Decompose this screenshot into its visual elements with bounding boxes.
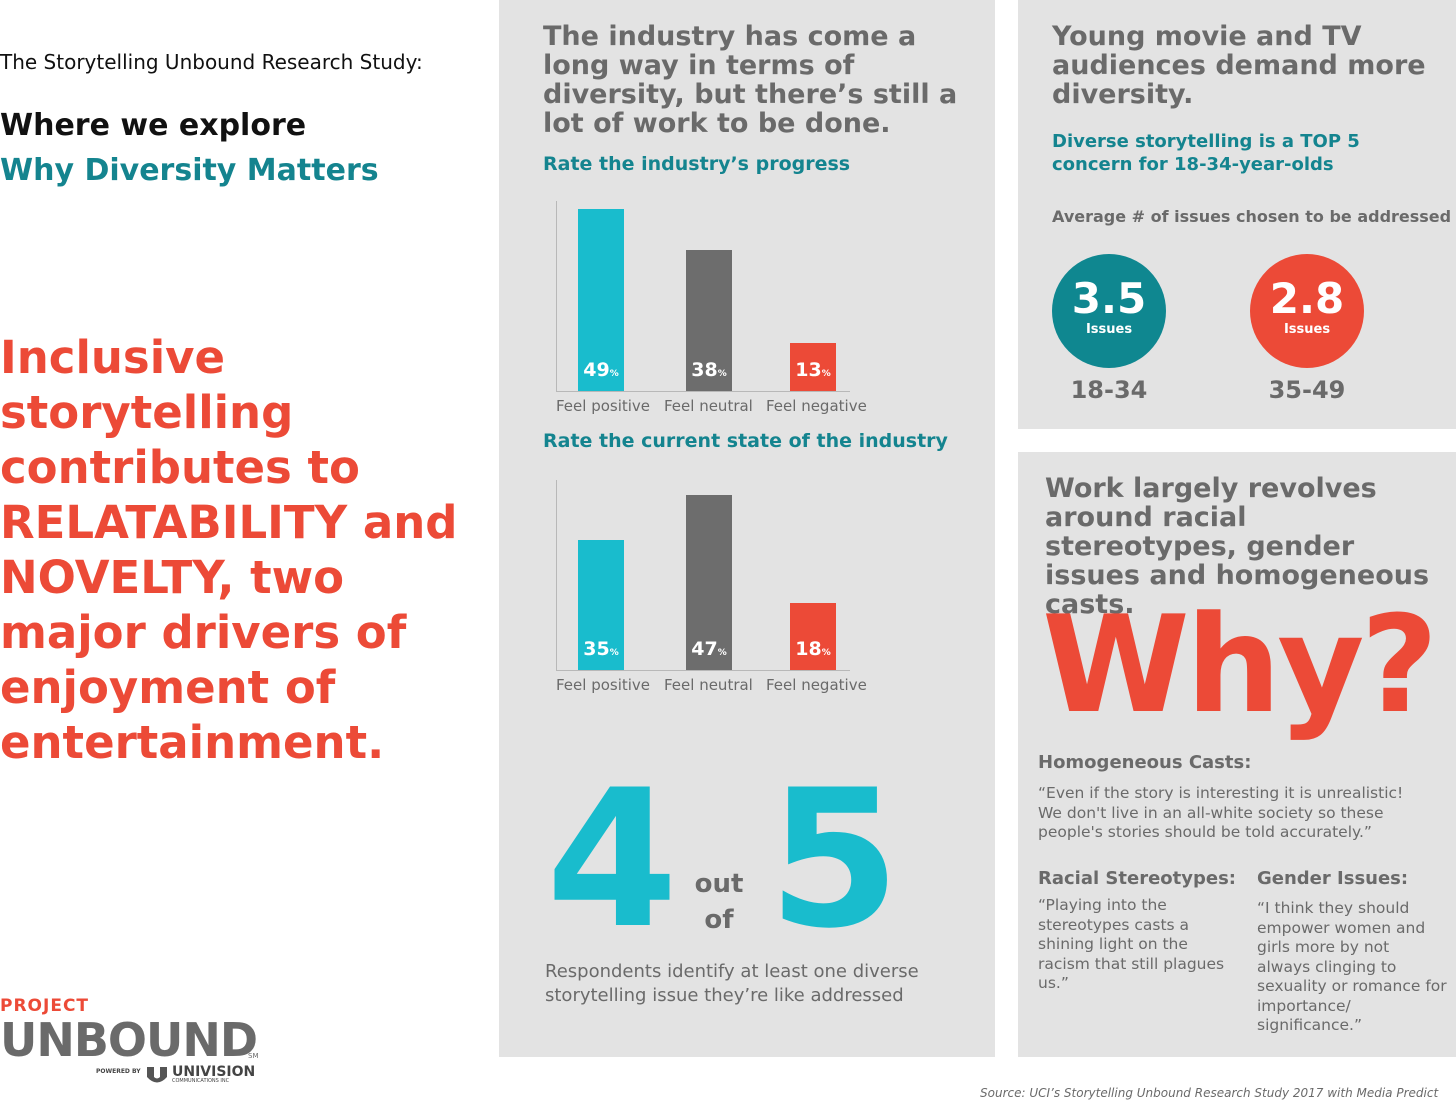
bar-feel-negative bbox=[790, 603, 836, 670]
quote-text-homogeneous: “Even if the story is interesting it is … bbox=[1038, 784, 1404, 841]
age-group-label: 35-49 bbox=[1268, 376, 1346, 404]
issues-unit: Issues bbox=[1283, 322, 1331, 337]
quote-text-racial: “Playing into the stereotypes casts a sh… bbox=[1038, 896, 1225, 992]
quote-title-racial: Racial Stereotypes: bbox=[1038, 868, 1236, 889]
bar-feel-neutral bbox=[686, 250, 732, 391]
bar-feel-negative bbox=[790, 343, 836, 391]
intro-study-title: The Storytelling Unbound Research Study: bbox=[0, 50, 423, 74]
stat-four: 4 bbox=[546, 749, 679, 970]
stat-five: 5 bbox=[768, 749, 901, 970]
age-group-label: 18-34 bbox=[1070, 376, 1148, 404]
bar-value-label: 18% bbox=[795, 638, 831, 660]
category-label: Feel neutral bbox=[664, 676, 753, 694]
issues-circle-18-34: 3.5 Issues bbox=[1052, 254, 1166, 368]
stat-out-of: out of bbox=[694, 869, 744, 935]
intro-explore-line: Where we explore bbox=[0, 108, 307, 143]
logo-powered-by: POWERED BY bbox=[96, 1068, 141, 1075]
category-label: Feel neutral bbox=[664, 397, 753, 415]
bottom-right-panel bbox=[1018, 452, 1456, 1057]
average-issues-label: Average # of issues chosen to be address… bbox=[1052, 207, 1452, 226]
logo-communications-text: COMMUNICATIONS INC bbox=[172, 1078, 230, 1084]
top-right-heading: Young movie and TV audiences demand more… bbox=[1052, 21, 1426, 110]
middle-panel bbox=[499, 0, 995, 1057]
bar-value-label: 49% bbox=[583, 359, 619, 381]
chart-x-axis bbox=[556, 670, 850, 671]
bar-value-label: 35% bbox=[583, 638, 619, 660]
logo-univision-text: UNIVISION bbox=[172, 1064, 256, 1080]
chart1-title: Rate the industry’s progress bbox=[543, 153, 851, 175]
logo-unbound-text: UNBOUND bbox=[0, 1013, 258, 1067]
category-label: Feel positive bbox=[556, 676, 651, 694]
category-label: Feel negative bbox=[766, 397, 867, 415]
category-label: Feel positive bbox=[556, 397, 651, 415]
issues-value: 3.5 bbox=[1071, 274, 1147, 323]
univision-logo-icon bbox=[147, 1067, 167, 1083]
stat-caption: Respondents identify at least one divers… bbox=[545, 961, 919, 1006]
bar-value-label: 47% bbox=[691, 638, 727, 660]
chart-y-axis bbox=[556, 480, 557, 670]
main-headline: Inclusive storytelling contributes to RE… bbox=[0, 331, 458, 769]
chart2-title: Rate the current state of the industry bbox=[543, 430, 948, 452]
logo-project-text: PROJECT bbox=[0, 996, 90, 1016]
bar-feel-positive bbox=[578, 540, 624, 670]
category-label: Feel negative bbox=[766, 676, 867, 694]
quote-title-gender: Gender Issues: bbox=[1257, 868, 1409, 889]
quote-title-homogeneous: Homogeneous Casts: bbox=[1038, 752, 1252, 773]
middle-heading: The industry has come a long way in term… bbox=[543, 21, 958, 139]
issues-value: 2.8 bbox=[1269, 274, 1345, 323]
logo-sm-mark: SM bbox=[248, 1052, 259, 1060]
chart-y-axis bbox=[556, 201, 557, 391]
issues-circle-35-49: 2.8 Issues bbox=[1250, 254, 1364, 368]
quote-text-gender: “I think they should empower women and g… bbox=[1257, 899, 1447, 1034]
source-note: Source: UCI’s Storytelling Unbound Resea… bbox=[980, 1086, 1439, 1100]
why-headline: Why? bbox=[1042, 587, 1438, 743]
bar-value-label: 38% bbox=[691, 359, 727, 381]
chart-x-axis bbox=[556, 391, 850, 392]
bar-feel-neutral bbox=[686, 495, 732, 670]
issues-unit: Issues bbox=[1085, 322, 1133, 337]
intro-why-diversity-line: Why Diversity Matters bbox=[0, 153, 379, 188]
bar-feel-positive bbox=[578, 209, 624, 391]
bottom-right-heading: Work largely revolves around racial ster… bbox=[1045, 473, 1430, 620]
top-right-subheading: Diverse storytelling is a TOP 5 concern … bbox=[1052, 131, 1360, 175]
bar-value-label: 13% bbox=[795, 359, 831, 381]
